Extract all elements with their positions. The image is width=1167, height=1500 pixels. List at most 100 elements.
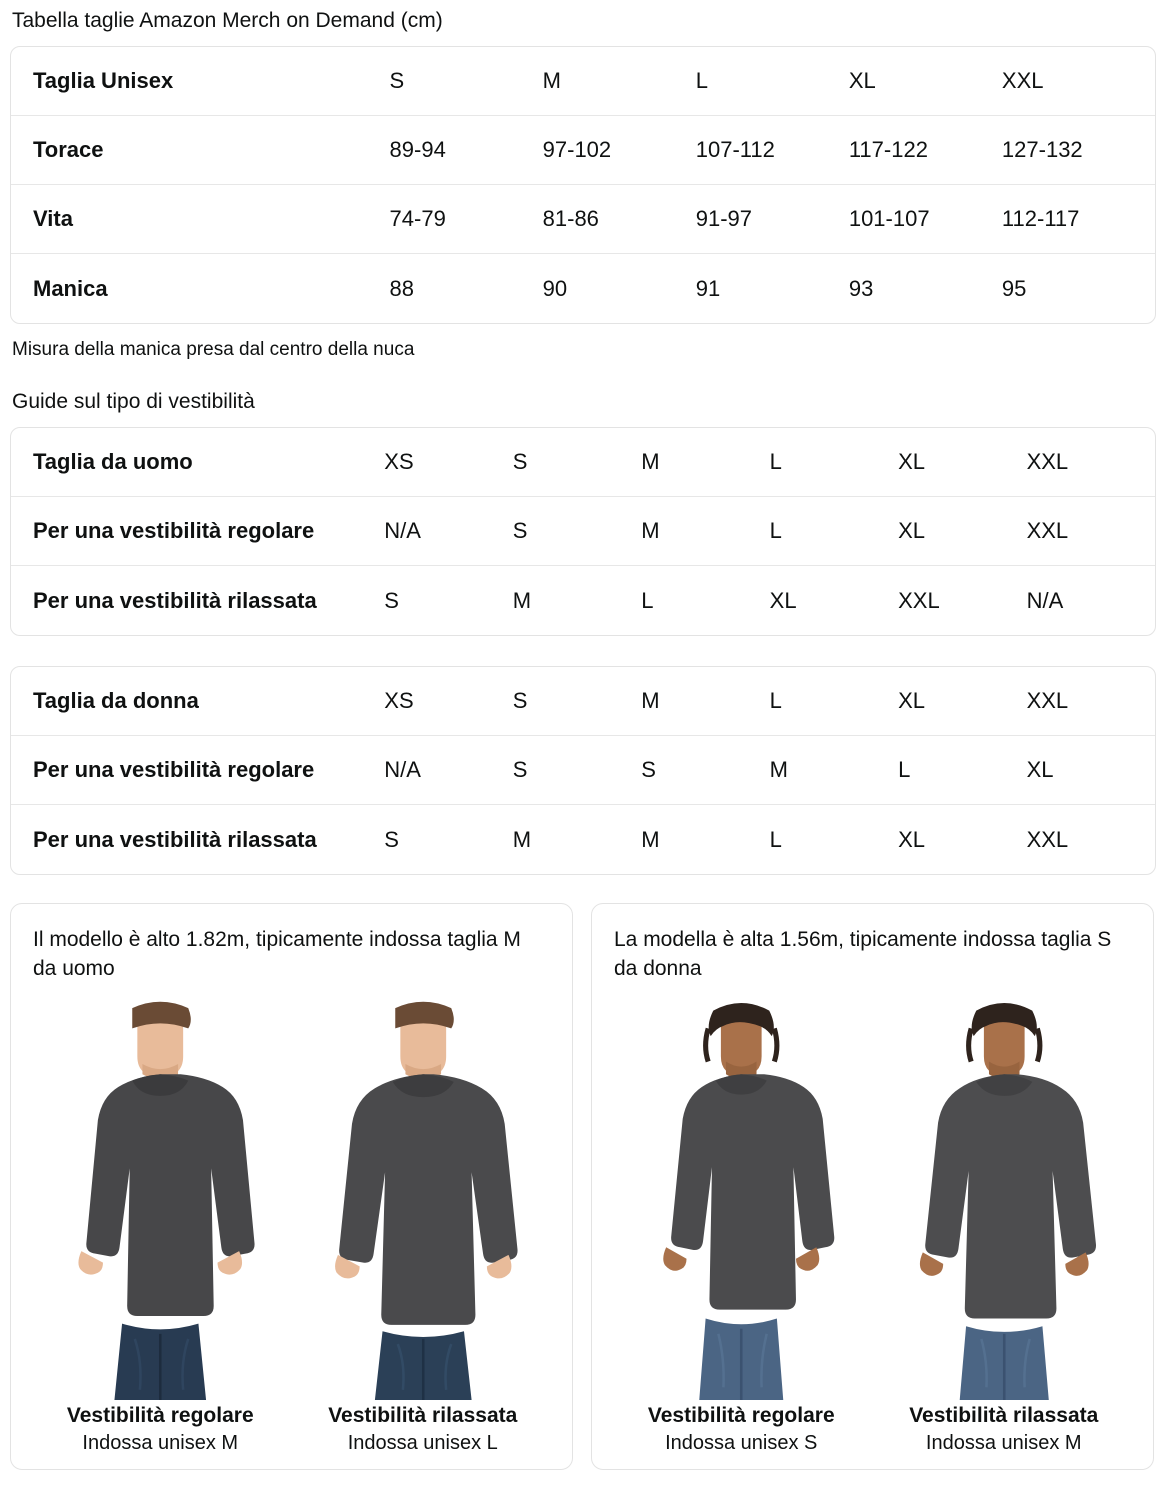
- row-label-vita: Vita: [33, 206, 73, 232]
- page-title: Tabella taglie Amazon Merch on Demand (c…: [12, 9, 443, 32]
- table-header-row: Taglia da donna XS S M L XL XXL: [11, 667, 1155, 737]
- table-header-row: Taglia da uomo XS S M L XL XXL: [11, 428, 1155, 498]
- women-fit-table: Taglia da donna XS S M L XL XXL Per una …: [10, 666, 1156, 876]
- table-row: Per una vestibilità rilassata S M M L XL…: [11, 805, 1155, 874]
- men-relaxed-xxl: N/A: [1026, 587, 1064, 613]
- row-label-manica: Manica: [33, 275, 108, 301]
- women-row-label-regular: Per una vestibilità regolare: [33, 757, 315, 783]
- men-relaxed-m: L: [641, 587, 654, 613]
- women-column-header-l: L: [769, 688, 782, 714]
- women-relaxed-l: L: [769, 826, 782, 852]
- men-column-header-s: S: [512, 449, 528, 475]
- women-relaxed-xl: XL: [898, 826, 926, 852]
- female-model-card: La modella è alta 1.56m, tipicamente ind…: [591, 903, 1154, 1471]
- male-relaxed-fit-label: Vestibilità rilassata: [328, 1404, 518, 1428]
- men-regular-l: L: [769, 518, 782, 544]
- men-column-header-xxl: XXL: [1026, 449, 1069, 475]
- cell-torace-l: 107-112: [695, 137, 775, 163]
- male-regular-fit-wears: Indossa unisex M: [82, 1432, 239, 1455]
- men-relaxed-xs: S: [384, 587, 399, 613]
- female-relaxed-fit-label: Vestibilità rilassata: [909, 1404, 1099, 1428]
- male-photos: Vestibilità regolare Indossa unisex M: [33, 988, 550, 1469]
- men-column-header-l: L: [769, 449, 782, 475]
- model-cards-row: Il modello è alto 1.82m, tipicamente ind…: [10, 875, 1157, 1471]
- male-model-illustration: [33, 992, 288, 1401]
- men-row-label-regular: Per una vestibilità regolare: [33, 518, 315, 544]
- column-header-xl: XL: [848, 68, 876, 94]
- women-column-header-xxl: XXL: [1026, 688, 1069, 714]
- cell-vita-l: 91-97: [695, 206, 753, 232]
- women-relaxed-m: M: [641, 826, 660, 852]
- cell-torace-m: 97-102: [542, 137, 612, 163]
- women-relaxed-s: M: [512, 826, 532, 852]
- female-relaxed-fit-photo: [876, 992, 1132, 1401]
- cell-vita-xl: 101-107: [848, 206, 930, 232]
- women-regular-m: S: [641, 757, 656, 783]
- men-regular-xxl: XXL: [1026, 518, 1069, 544]
- fit-guide-title: Guide sul tipo di vestibilità: [12, 389, 255, 413]
- column-header-xxl: XXL: [1001, 68, 1044, 94]
- cell-manica-xxl: 95: [1001, 275, 1027, 301]
- column-header-l: L: [695, 68, 708, 94]
- table-spacer: [10, 636, 1157, 666]
- cell-manica-xl: 93: [848, 275, 874, 301]
- cell-vita-s: 74-79: [389, 206, 446, 232]
- column-header-m: M: [542, 68, 561, 94]
- women-relaxed-xxl: XXL: [1026, 826, 1069, 852]
- female-model-illustration: [614, 992, 869, 1401]
- women-regular-xs: N/A: [384, 757, 421, 783]
- male-regular-fit-photo: [33, 992, 288, 1401]
- male-regular-fit-label: Vestibilità regolare: [66, 1404, 254, 1428]
- women-regular-xl: L: [898, 757, 911, 783]
- male-regular-fit-column: Vestibilità regolare Indossa unisex M: [33, 992, 288, 1469]
- column-header-label: Taglia da uomo: [33, 449, 193, 475]
- men-relaxed-l: XL: [769, 587, 797, 613]
- women-relaxed-xs: S: [384, 826, 399, 852]
- female-model-illustration: [877, 992, 1132, 1401]
- female-regular-fit-label: Vestibilità regolare: [647, 1404, 835, 1428]
- men-regular-xs: N/A: [384, 518, 421, 544]
- unisex-size-table: Taglia Unisex S M L XL XXL Torace 89-94 …: [10, 46, 1156, 325]
- female-regular-fit-photo: [614, 992, 869, 1401]
- cell-vita-m: 81-86: [542, 206, 599, 232]
- size-chart-page: Tabella taglie Amazon Merch on Demand (c…: [10, 9, 1157, 1471]
- men-fit-table: Taglia da uomo XS S M L XL XXL Per una v…: [10, 427, 1156, 637]
- men-column-header-xs: XS: [384, 449, 414, 475]
- women-column-header-xl: XL: [898, 688, 926, 714]
- female-regular-fit-column: Vestibilità regolare Indossa unisex S: [614, 992, 869, 1469]
- female-regular-fit-wears: Indossa unisex S: [665, 1432, 818, 1455]
- table-row: Vita 74-79 81-86 91-97 101-107 112-117: [11, 185, 1155, 255]
- men-relaxed-xl: XXL: [898, 587, 940, 613]
- female-model-caption: La modella è alta 1.56m, tipicamente ind…: [614, 928, 1112, 981]
- table-row: Per una vestibilità regolare N/A S S M L…: [11, 736, 1155, 806]
- men-column-header-m: M: [641, 449, 660, 475]
- men-column-header-xl: XL: [898, 449, 926, 475]
- sleeve-measurement-note: Misura della manica presa dal centro del…: [12, 339, 415, 361]
- table-row: Manica 88 90 91 93 95: [11, 254, 1155, 323]
- male-relaxed-fit-photo: [295, 992, 550, 1401]
- male-relaxed-fit-column: Vestibilità rilassata Indossa unisex L: [295, 992, 550, 1469]
- male-model-caption: Il modello è alto 1.82m, tipicamente ind…: [33, 928, 521, 981]
- cell-manica-l: 91: [695, 275, 721, 301]
- male-relaxed-fit-wears: Indossa unisex L: [347, 1432, 498, 1455]
- table-row: Per una vestibilità rilassata S M L XL X…: [11, 566, 1155, 635]
- table-row: Per una vestibilità regolare N/A S M L X…: [11, 497, 1155, 567]
- men-regular-m: M: [641, 518, 660, 544]
- men-regular-s: S: [512, 518, 528, 544]
- women-regular-l: M: [769, 757, 788, 783]
- female-relaxed-fit-column: Vestibilità rilassata Indossa unisex M: [876, 992, 1132, 1469]
- cell-torace-s: 89-94: [389, 137, 446, 163]
- women-regular-s: S: [512, 757, 528, 783]
- men-regular-xl: XL: [898, 518, 926, 544]
- row-label-torace: Torace: [33, 137, 104, 163]
- cell-torace-xxl: 127-132: [1001, 137, 1083, 163]
- cell-manica-m: 90: [542, 275, 568, 301]
- men-relaxed-s: M: [512, 587, 532, 613]
- women-column-header-m: M: [641, 688, 660, 714]
- women-column-header-s: S: [512, 688, 528, 714]
- men-row-label-relaxed: Per una vestibilità rilassata: [33, 587, 317, 613]
- table-header-row: Taglia Unisex S M L XL XXL: [11, 47, 1155, 117]
- cell-vita-xxl: 112-117: [1001, 206, 1080, 232]
- cell-torace-xl: 117-122: [848, 137, 928, 163]
- table-row: Torace 89-94 97-102 107-112 117-122 127-…: [11, 116, 1155, 186]
